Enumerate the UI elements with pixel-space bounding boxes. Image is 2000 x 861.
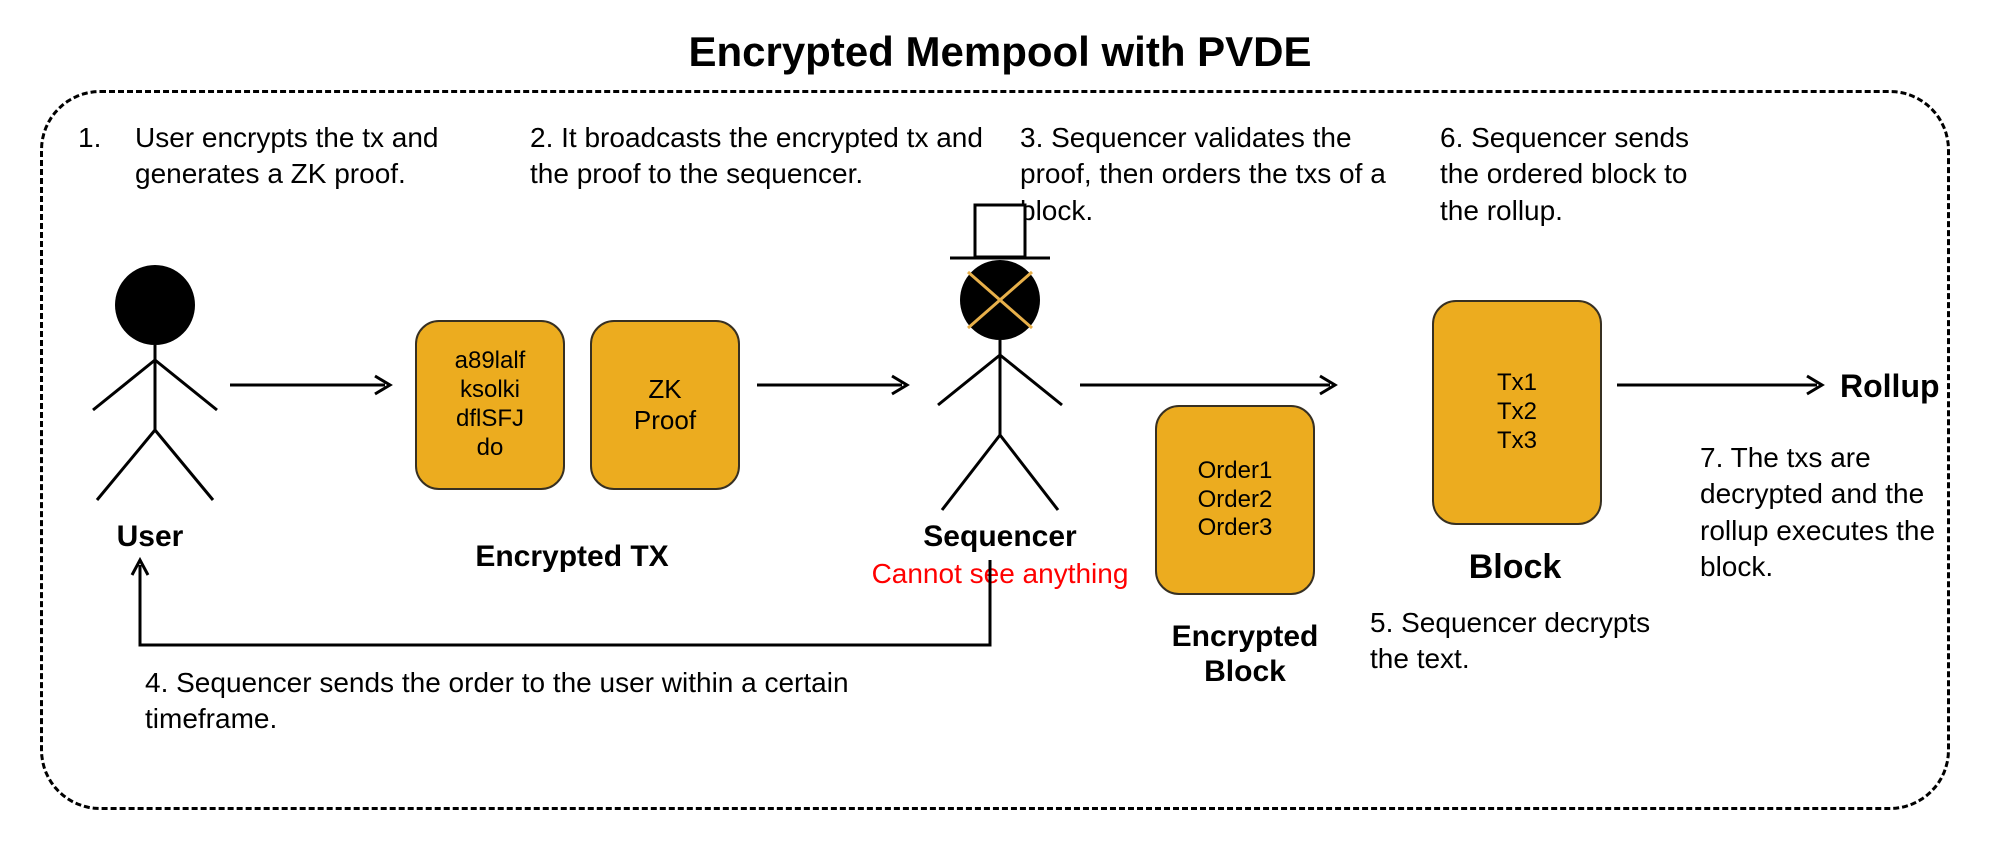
step-1-number: 1. [78, 120, 118, 156]
order-line-1: Order2 [1198, 486, 1273, 515]
zk-line-1: Proof [634, 405, 696, 436]
step-1-text: User encrypts the tx and generates a ZK … [135, 120, 505, 193]
sequencer-icon [920, 200, 1080, 530]
user-icon [85, 260, 225, 510]
step-5-text: 5. Sequencer decrypts the text. [1370, 605, 1670, 678]
enc-tx-line-2: dflSFJ [456, 405, 524, 434]
diagram-canvas: Encrypted Mempool with PVDE 1. User encr… [0, 0, 2000, 861]
encrypted-tx-box: a89lalf ksolki dflSFJ do [415, 320, 565, 490]
arrow-sequencer-to-user [130, 555, 1000, 675]
rollup-label: Rollup [1840, 368, 1960, 405]
arrow-user-to-tx [225, 370, 405, 410]
arrow-sequencer-to-block [1075, 370, 1350, 410]
arrow-block-to-rollup [1612, 370, 1837, 410]
block-label: Block [1455, 548, 1575, 587]
block-line-0: Tx1 [1497, 369, 1537, 398]
block-line-2: Tx3 [1497, 427, 1537, 456]
zk-proof-box: ZK Proof [590, 320, 740, 490]
step-4-text: 4. Sequencer sends the order to the user… [145, 665, 905, 738]
block-line-1: Tx2 [1497, 398, 1537, 427]
zk-line-0: ZK [648, 374, 681, 405]
encrypted-block-box: Order1 Order2 Order3 [1155, 405, 1315, 595]
block-box: Tx1 Tx2 Tx3 [1432, 300, 1602, 525]
enc-tx-line-0: a89lalf [455, 347, 526, 376]
arrow-tx-to-sequencer [752, 370, 922, 410]
order-line-2: Order3 [1198, 514, 1273, 543]
step-6-text: 6. Sequencer sends the ordered block to … [1440, 120, 1700, 229]
encrypted-block-label: Encrypted Block [1150, 620, 1340, 689]
user-label: User [100, 520, 200, 554]
enc-tx-line-3: do [477, 434, 504, 463]
diagram-title: Encrypted Mempool with PVDE [0, 28, 2000, 76]
enc-tx-line-1: ksolki [460, 376, 520, 405]
step-7-text: 7. The txs are decrypted and the rollup … [1700, 440, 1960, 586]
step-2-text: 2. It broadcasts the encrypted tx and th… [530, 120, 990, 193]
sequencer-label: Sequencer [900, 520, 1100, 554]
order-line-0: Order1 [1198, 457, 1273, 486]
